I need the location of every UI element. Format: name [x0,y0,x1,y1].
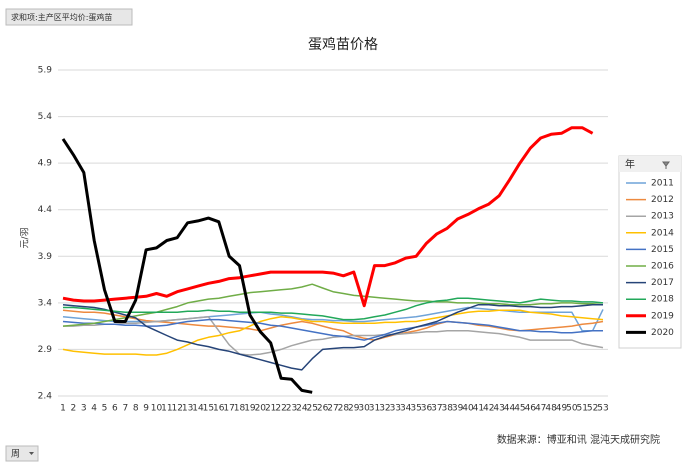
x-tick-label: 33 [390,404,401,414]
x-tick-label: 51 [577,404,588,414]
x-field-label: 周 [11,449,20,460]
x-tick-label: 17 [223,404,234,414]
legend-label: 2018 [651,295,674,305]
y-tick-label: 3.4 [38,298,53,308]
legend-label: 2012 [651,195,674,205]
legend-label: 2019 [651,311,674,321]
x-tick-label: 6 [112,404,118,414]
x-tick-label: 10 [151,404,163,414]
x-tick-label: 3 [81,404,87,414]
y-tick-label: 2.9 [38,345,53,355]
y-tick-label: 5.4 [38,112,53,122]
y-tick-label: 4.9 [38,159,53,169]
series-line [63,297,604,321]
x-tick-label: 22 [275,404,286,414]
x-tick-label: 32 [379,404,390,414]
x-tick-label: 38 [442,404,454,414]
x-tick-label: 19 [244,404,256,414]
x-tick-label: 16 [213,404,225,414]
x-tick-label: 45 [514,404,525,414]
x-tick-label: 7 [122,404,128,414]
legend-label: 2017 [651,278,674,288]
filter-icon[interactable] [662,161,670,169]
dropdown-icon [29,452,34,455]
x-tick-label: 53 [597,404,608,414]
y-axis-label: 元/羽 [20,227,31,248]
x-tick-label: 1 [60,404,66,414]
x-tick-label: 49 [556,404,568,414]
x-tick-label: 28 [338,404,350,414]
x-tick-label: 48 [545,404,557,414]
x-tick-label: 9 [143,404,149,414]
x-tick-label: 18 [234,404,246,414]
series-line [62,309,604,356]
x-tick-label: 44 [504,404,516,414]
legend-label: 2016 [651,262,674,272]
series-line [61,138,313,394]
legend-label: 2014 [651,228,674,238]
x-tick-label: 34 [400,404,412,414]
series-line [62,126,594,308]
x-tick-label: 37 [431,404,442,414]
x-tick-label: 25 [307,404,318,414]
x-tick-label: 20 [255,404,267,414]
legend-label: 2011 [651,179,674,189]
x-field-button[interactable] [5,445,39,462]
x-tick-label: 42 [483,404,494,414]
x-tick-label: 5 [102,404,108,414]
x-tick-label: 30 [358,404,370,414]
x-tick-label: 23 [286,404,297,414]
y-tick-label: 4.4 [38,205,53,215]
series-line [63,316,604,356]
x-tick-label: 43 [493,404,504,414]
x-tick-label: 24 [296,404,308,414]
x-tick-label: 2 [71,404,77,414]
legend-label: 2013 [651,212,674,222]
x-tick-label: 21 [265,404,276,414]
value-field-button[interactable] [5,8,133,26]
x-tick-label: 11 [161,404,172,414]
x-tick-label: 40 [462,404,474,414]
x-tick-label: 14 [192,404,204,414]
x-tick-label: 15 [203,404,214,414]
y-tick-label: 3.9 [38,252,53,262]
value-field-label: 求和项:主产区平均价:蛋鸡苗 [11,12,112,22]
x-tick-label: 29 [348,404,360,414]
x-tick-label: 13 [182,404,193,414]
y-tick-label: 5.9 [38,66,53,76]
x-tick-label: 12 [172,404,183,414]
x-tick-label: 35 [410,404,421,414]
x-tick-label: 4 [91,404,97,414]
series-line [62,318,603,341]
legend-label: 2015 [651,245,674,255]
x-tick-label: 47 [535,404,546,414]
legend-label: 2020 [651,328,674,338]
x-tick-label: 46 [525,404,537,414]
x-tick-label: 39 [452,404,464,414]
legend-title: 年 [625,158,635,171]
y-tick-label: 2.4 [38,392,53,402]
x-tick-label: 8 [133,404,139,414]
x-tick-label: 27 [327,404,338,414]
x-tick-label: 52 [587,404,598,414]
series-line [62,303,603,371]
x-tick-label: 31 [369,404,380,414]
x-tick-label: 41 [473,404,484,414]
x-tick-label: 36 [421,404,433,414]
x-tick-label: 50 [566,404,578,414]
x-tick-label: 26 [317,404,329,414]
chart-title: 蛋鸡苗价格 [308,36,378,53]
source-note: 数据来源：博亚和讯 混沌天成研究院 [497,433,660,446]
